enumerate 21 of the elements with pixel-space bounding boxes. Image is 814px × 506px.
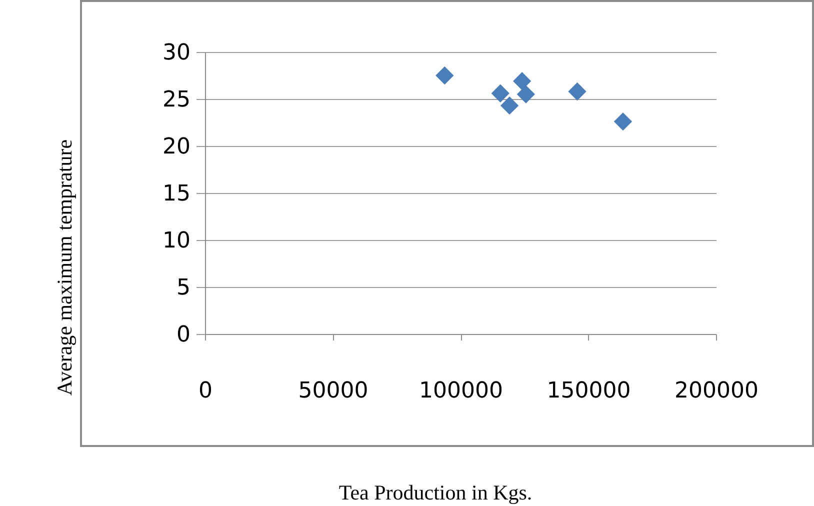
x-tick-label: 0 [198,378,212,404]
y-tick-label: 10 [162,228,190,254]
x-tick-label: 100000 [419,378,503,404]
point [500,96,519,115]
y-tick-label: 5 [176,276,190,300]
x-tick-label: 150000 [546,378,631,404]
point [491,84,510,102]
y-tick-label: 25 [162,88,190,112]
point [516,85,535,104]
y-tick-label: 30 [162,40,190,66]
x-tick-label: 50000 [298,378,368,404]
point [436,66,454,85]
point [512,72,532,90]
x-tick-label: 200000 [674,378,758,404]
y-tick-label: 15 [162,182,190,206]
y-tick-label: 0 [176,322,190,348]
y-tick-label: 20 [162,134,190,160]
point [568,82,586,101]
y-axis-title: Average maximum temprature [52,139,76,396]
point [614,112,632,131]
x-axis-title: Tea Production in Kgs. [338,480,532,504]
